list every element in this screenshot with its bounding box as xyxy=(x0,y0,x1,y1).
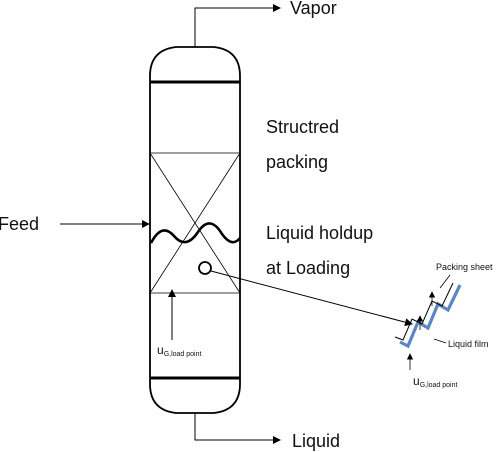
packing-sheet-inset: Packing sheet Liquid film uG,load point xyxy=(394,262,493,389)
gas-velocity-label: uG,load point xyxy=(157,343,201,358)
top-head xyxy=(149,46,241,82)
vapor-outlet-line xyxy=(194,4,281,47)
packing-sheet-label: Packing sheet xyxy=(436,262,493,272)
structured-packing-label-line2: packing xyxy=(266,152,328,172)
packing-section xyxy=(149,152,241,294)
liquid-film-profile xyxy=(394,282,454,341)
gas-velocity-label-main: u xyxy=(157,343,164,357)
inset-gas-velocity-label-main: u xyxy=(413,374,420,388)
vapor-label: Vapor xyxy=(290,0,337,18)
column-shell xyxy=(149,46,241,414)
inset-gas-velocity-label: uG,load point xyxy=(413,374,457,389)
packing-sheet-profile xyxy=(399,284,462,349)
inset-gas-velocity-label-sub: G,load point xyxy=(420,382,458,389)
liquid-outlet-line xyxy=(194,413,281,444)
liquid-film-label: Liquid film xyxy=(448,339,489,349)
zoom-line xyxy=(210,270,413,327)
holdup-label-line1: Liquid holdup xyxy=(266,223,373,243)
packing-diagonal-2 xyxy=(149,152,241,294)
liquid-holdup-wave xyxy=(149,222,242,244)
feed-label: Feed xyxy=(0,214,39,234)
holdup-circle xyxy=(198,261,212,275)
packing-sheet-pointer xyxy=(439,274,451,289)
gas-velocity-label-sub: G,load point xyxy=(164,351,202,358)
structured-packing-label-line1: Structred xyxy=(266,117,339,137)
liquid-film-pointer xyxy=(433,338,447,344)
holdup-label-line2: at Loading xyxy=(266,258,350,278)
bottom-head xyxy=(149,378,241,414)
liquid-label: Liquid xyxy=(292,431,340,451)
